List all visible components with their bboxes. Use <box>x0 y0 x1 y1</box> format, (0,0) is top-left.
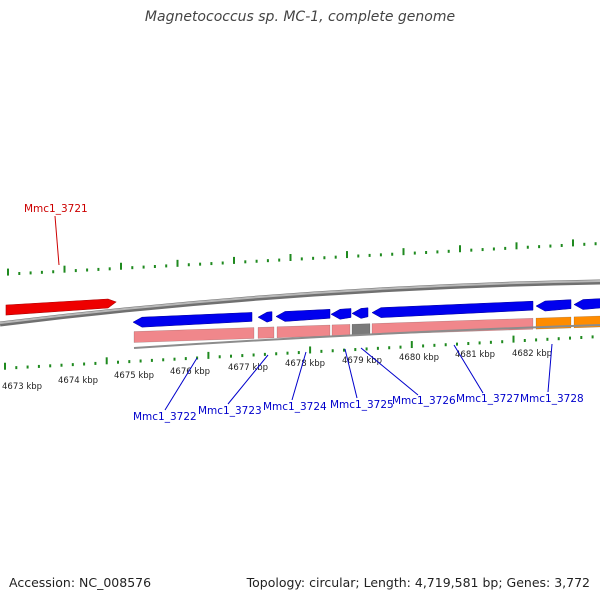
scale-label: 4680 kbp <box>399 353 439 363</box>
gene-label[interactable]: Mmc1_3722 <box>133 411 197 423</box>
backbone-highlight <box>0 280 600 324</box>
gene-leader-line <box>344 348 358 399</box>
reverse-gene-arrow[interactable] <box>535 299 572 312</box>
feature-bar[interactable] <box>351 323 371 336</box>
gene-label[interactable]: Mmc1_3724 <box>263 401 327 413</box>
feature-bar[interactable] <box>133 327 255 343</box>
gene-leader-line <box>453 344 484 394</box>
gene-leader-line <box>164 357 198 411</box>
gene-label[interactable]: Mmc1_3726 <box>392 395 456 407</box>
gene-label[interactable]: Mmc1_3728 <box>520 393 584 405</box>
forward-gene-arrow[interactable] <box>5 298 117 316</box>
reverse-gene-arrow[interactable] <box>132 312 253 328</box>
accession-text: Accession: NC_008576 <box>9 575 152 590</box>
reverse-gene-arrow[interactable] <box>257 311 273 323</box>
scale-label: 4682 kbp <box>512 349 552 359</box>
feature-bar[interactable] <box>276 324 331 339</box>
gene-leader-line <box>291 351 307 401</box>
gene-leader-line <box>227 354 269 405</box>
gene-leader-line <box>547 343 553 393</box>
gene-leader-line <box>54 215 60 266</box>
feature-bar[interactable] <box>371 317 534 335</box>
scale-label: 4676 kbp <box>170 367 210 377</box>
reverse-gene-arrow[interactable] <box>351 307 369 319</box>
scale-label: 4673 kbp <box>2 382 42 392</box>
scale-label: 4674 kbp <box>58 376 98 386</box>
gene-label[interactable]: Mmc1_3725 <box>330 399 394 411</box>
scale-label: 4675 kbp <box>114 371 154 381</box>
genome-title: Magnetococcus sp. MC-1, complete genome <box>144 9 456 25</box>
reverse-gene-arrow[interactable] <box>573 298 600 310</box>
gene-leader-line <box>360 347 419 396</box>
scale-label: 4678 kbp <box>285 359 325 369</box>
gene-label[interactable]: Mmc1_3721 <box>24 203 88 215</box>
reverse-gene-arrow[interactable] <box>275 309 331 322</box>
topology-text: Topology: circular; Length: 4,719,581 bp… <box>246 575 590 590</box>
gene-label[interactable]: Mmc1_3723 <box>198 405 262 417</box>
reverse-gene-arrow[interactable] <box>371 300 534 318</box>
gene-label[interactable]: Mmc1_3727 <box>456 393 520 405</box>
scale-label: 4677 kbp <box>228 363 268 373</box>
inner-track-line <box>133 324 600 349</box>
feature-bar[interactable] <box>331 324 351 337</box>
reverse-gene-arrow[interactable] <box>330 308 352 320</box>
backbone-outline <box>0 279 600 327</box>
feature-bar[interactable] <box>257 326 275 339</box>
scale-label: 4681 kbp <box>455 350 495 360</box>
scale-label: 4679 kbp <box>342 356 382 366</box>
